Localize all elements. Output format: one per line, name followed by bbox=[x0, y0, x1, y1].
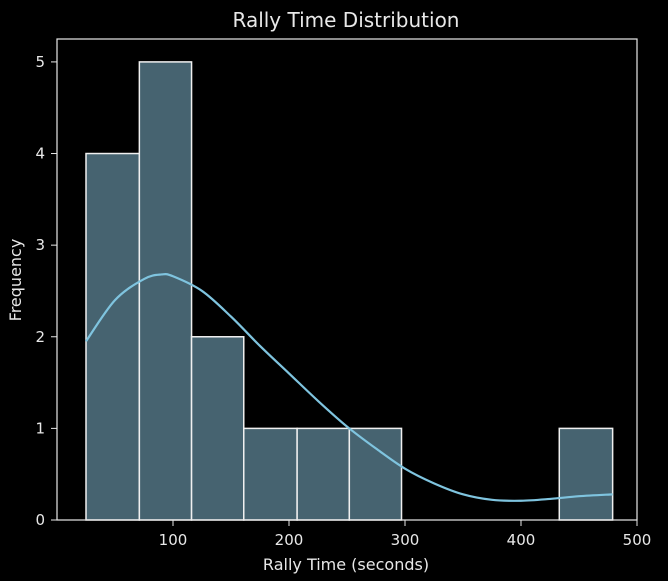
y-tick-label-4: 4 bbox=[35, 145, 45, 163]
kde-curve-group bbox=[85, 273, 613, 502]
x-tick-label-100: 100 bbox=[159, 531, 188, 549]
y-tick-label-5: 5 bbox=[35, 53, 45, 71]
histogram-bar-5 bbox=[348, 427, 403, 521]
y-tick-label-2: 2 bbox=[35, 328, 45, 346]
y-axis-ticks: 0 1 2 3 4 5 bbox=[35, 53, 57, 529]
x-axis-ticks: 100 200 300 400 500 bbox=[159, 520, 652, 549]
x-tick-label-400: 400 bbox=[507, 531, 536, 549]
x-axis-label: Rally Time (seconds) bbox=[263, 555, 429, 574]
histogram-bars bbox=[85, 61, 614, 521]
histogram-bar-0 bbox=[85, 152, 141, 521]
histogram-bar-4 bbox=[296, 427, 351, 521]
y-tick-label-3: 3 bbox=[35, 236, 45, 254]
histogram-bar-9 bbox=[558, 427, 614, 521]
histogram-bar-3 bbox=[243, 427, 298, 521]
x-tick-label-500: 500 bbox=[623, 531, 652, 549]
y-axis-label: Frequency bbox=[6, 239, 25, 322]
plot-frame bbox=[56, 38, 638, 521]
histogram-bar-2 bbox=[190, 336, 245, 521]
x-tick-label-200: 200 bbox=[275, 531, 304, 549]
histogram-bar-1 bbox=[138, 61, 193, 521]
x-tick-label-300: 300 bbox=[391, 531, 420, 549]
y-tick-label-1: 1 bbox=[35, 419, 45, 437]
chart-title: Rally Time Distribution bbox=[232, 8, 459, 32]
kde-curve-line bbox=[85, 273, 613, 502]
y-tick-label-0: 0 bbox=[35, 511, 45, 529]
